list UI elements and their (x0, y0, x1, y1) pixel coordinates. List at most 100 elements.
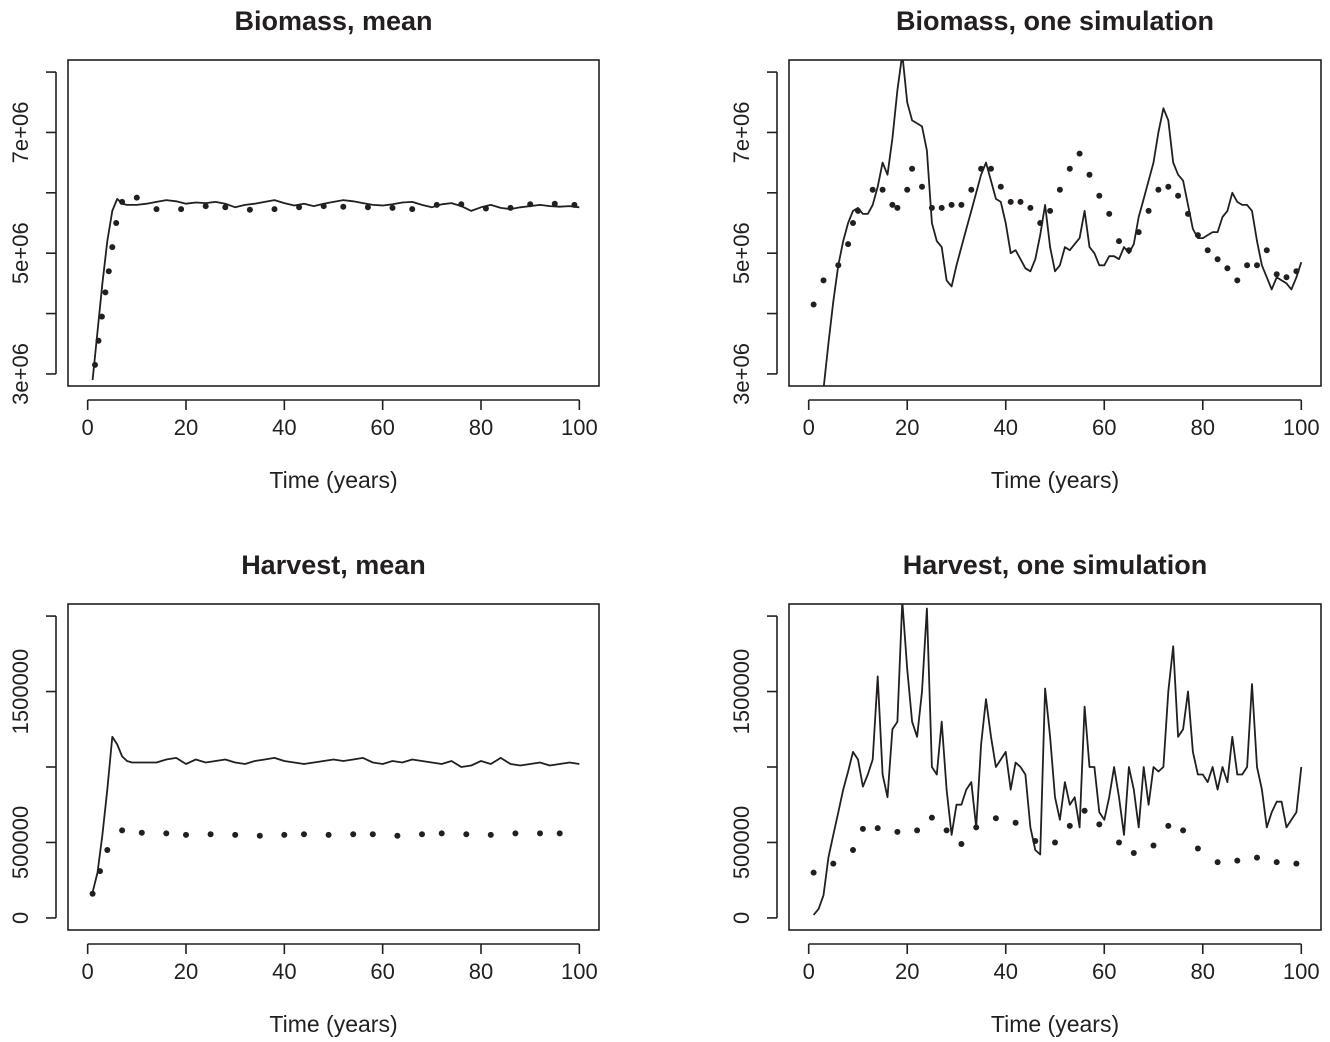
x-tick-label: 60 (370, 959, 394, 984)
data-point (1165, 822, 1172, 829)
x-tick-label: 40 (993, 959, 1017, 984)
data-point (133, 194, 140, 201)
data-point (271, 206, 278, 213)
data-point (409, 206, 416, 213)
data-point (222, 204, 229, 211)
data-point (1081, 807, 1088, 814)
data-point (512, 830, 519, 837)
data-point (98, 313, 105, 320)
data-point (973, 824, 980, 831)
chart-title: Harvest, mean (241, 550, 426, 580)
data-point (527, 201, 534, 208)
data-point (325, 831, 332, 838)
data-point (1135, 229, 1142, 236)
data-point (487, 831, 494, 838)
data-point (1037, 220, 1044, 226)
y-tick-label: 5e+06 (729, 222, 754, 284)
data-point (1052, 839, 1058, 846)
data-point (928, 814, 935, 821)
x-tick-label: 100 (1283, 959, 1320, 984)
x-tick-label: 100 (1283, 415, 1320, 440)
data-point (948, 201, 955, 208)
data-point (904, 186, 911, 193)
data-point (95, 337, 102, 344)
x-tick-label: 0 (82, 415, 94, 440)
x-tick-label: 40 (993, 415, 1017, 440)
chart-panel-biomass-one-simulation: Biomass, one simulation 0 20 40 60 80 100 Time … (729, 6, 1322, 493)
data-point (874, 825, 881, 832)
x-tick-label: 40 (272, 959, 296, 984)
data-point (507, 204, 514, 211)
data-point (119, 198, 126, 205)
data-point (458, 201, 465, 208)
data-point (810, 301, 817, 308)
data-point (1273, 271, 1280, 278)
data-point (855, 207, 861, 214)
data-point (433, 201, 440, 208)
data-point (968, 186, 975, 193)
data-point (850, 220, 856, 226)
data-point (1066, 165, 1073, 172)
data-point (301, 831, 307, 838)
x-tick-label: 20 (895, 415, 919, 440)
data-point (992, 815, 999, 822)
series-line (91, 197, 580, 381)
plot-frame (788, 59, 1322, 387)
data-point (1017, 198, 1024, 205)
data-point (820, 277, 827, 284)
data-point (183, 831, 189, 838)
data-point (1194, 845, 1201, 852)
data-point (1076, 150, 1083, 157)
data-point (89, 890, 96, 897)
data-point (810, 869, 817, 876)
data-point (914, 827, 921, 834)
chart-panel-harvest-mean: Harvest, mean 0 20 40 60 80 100 Time (years) 0 50… (8, 550, 600, 1037)
chart-title: Biomass, one simulation (896, 6, 1214, 36)
data-point (419, 831, 425, 838)
data-point (1234, 277, 1241, 284)
x-tick-label: 20 (895, 959, 919, 984)
data-point (1116, 238, 1122, 245)
data-point (1254, 854, 1260, 861)
data-point (571, 201, 578, 208)
x-tick-label: 80 (469, 415, 493, 440)
data-point (869, 186, 876, 193)
x-tick-label: 20 (174, 959, 198, 984)
data-point (997, 183, 1004, 190)
data-point (1263, 247, 1270, 254)
data-point (296, 204, 303, 211)
data-point (1116, 839, 1122, 846)
data-point (320, 203, 327, 210)
x-tick-label: 80 (1191, 959, 1215, 984)
data-point (1086, 171, 1093, 178)
data-point (109, 244, 116, 251)
data-point (988, 165, 994, 172)
data-point (938, 204, 945, 211)
chart-panel-harvest-one-simulation: Harvest, one simulation 0 20 40 60 80 100 Time … (729, 550, 1322, 1037)
data-point (556, 830, 563, 837)
plot-frame (788, 603, 1322, 931)
data-point (340, 203, 347, 210)
data-point (889, 201, 896, 208)
data-point (364, 204, 371, 211)
data-point (1293, 860, 1300, 867)
data-point (138, 829, 145, 836)
data-point (1204, 247, 1211, 254)
data-point (104, 847, 111, 853)
data-point (943, 827, 950, 834)
data-point (1047, 207, 1054, 214)
data-point (1194, 232, 1201, 239)
x-tick-label: 100 (561, 959, 598, 984)
data-point (1007, 198, 1014, 205)
data-point (537, 830, 543, 837)
plot-frame (67, 603, 600, 931)
y-tick-label: 500000 (8, 806, 33, 879)
data-point (1066, 822, 1073, 829)
data-point (256, 832, 263, 839)
data-point (207, 831, 214, 838)
x-axis-label: Time (years) (991, 467, 1119, 493)
data-point (232, 831, 239, 838)
data-point (1145, 207, 1152, 214)
x-tick-label: 0 (803, 959, 815, 984)
data-point (859, 825, 866, 832)
